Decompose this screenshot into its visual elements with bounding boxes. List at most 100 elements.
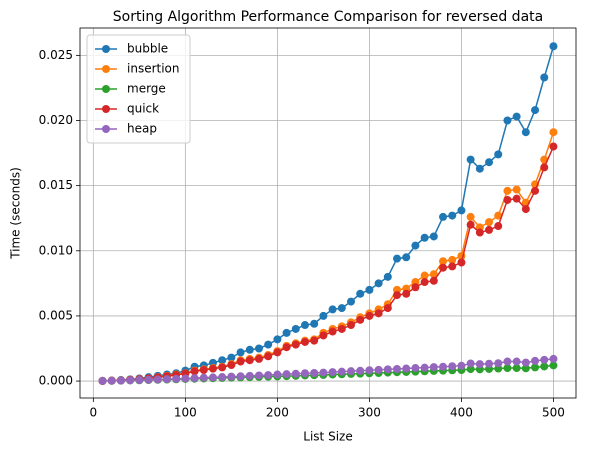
data-point [503, 364, 512, 373]
data-point [494, 211, 503, 220]
data-point [549, 361, 558, 370]
data-point [429, 232, 438, 241]
legend-label: merge [127, 82, 166, 96]
data-point [319, 311, 328, 320]
data-point [254, 371, 263, 380]
data-point [457, 206, 466, 215]
data-point [144, 375, 153, 384]
data-point [521, 364, 530, 373]
legend-label: insertion [127, 62, 180, 76]
data-point [448, 211, 457, 220]
data-point [466, 359, 475, 368]
data-point [208, 373, 217, 382]
data-point [494, 150, 503, 159]
data-point [448, 362, 457, 371]
data-point [457, 258, 466, 267]
data-point [521, 128, 530, 137]
legend-marker [102, 45, 110, 53]
data-point [448, 262, 457, 271]
legend-label: bubble [127, 42, 168, 56]
legend-box [86, 34, 191, 144]
data-point [503, 186, 512, 195]
data-point [254, 354, 263, 363]
x-axis-label: List Size [303, 430, 352, 444]
data-point [208, 364, 217, 373]
data-point [236, 357, 245, 366]
data-point [328, 368, 337, 377]
data-point [540, 73, 549, 82]
data-point [466, 212, 475, 221]
legend-marker [102, 105, 110, 113]
data-point [218, 363, 227, 372]
x-tick-label: 500 [542, 406, 565, 420]
data-point [466, 365, 475, 374]
data-point [531, 186, 540, 195]
data-point [356, 315, 365, 324]
y-tick-label: 0.000 [39, 374, 73, 388]
data-point [300, 369, 309, 378]
data-point [512, 194, 521, 203]
data-point [218, 356, 227, 365]
data-point [448, 255, 457, 264]
data-point [356, 366, 365, 375]
y-tick-label: 0.015 [39, 178, 73, 192]
data-point [218, 373, 227, 382]
data-point [199, 365, 208, 374]
data-point [172, 374, 181, 383]
y-tick-label: 0.010 [39, 243, 73, 257]
data-point [420, 271, 429, 280]
legend-marker [102, 85, 110, 93]
data-point [540, 362, 549, 371]
data-point [291, 369, 300, 378]
data-point [494, 359, 503, 368]
data-point [439, 263, 448, 272]
data-point [402, 289, 411, 298]
y-tick-label: 0.005 [39, 308, 73, 322]
data-point [300, 337, 309, 346]
data-point [273, 335, 282, 344]
data-point [549, 354, 558, 363]
data-point [420, 278, 429, 287]
data-point [521, 205, 530, 214]
data-point [337, 324, 346, 333]
data-point [512, 185, 521, 194]
data-point [512, 364, 521, 373]
data-point [512, 112, 521, 121]
plot-frame [79, 27, 577, 399]
data-point [328, 327, 337, 336]
legend-label: heap [127, 122, 157, 136]
data-point [236, 372, 245, 381]
data-point [337, 304, 346, 313]
data-point [383, 272, 392, 281]
data-point [494, 222, 503, 231]
data-point [549, 128, 558, 137]
data-point [383, 304, 392, 313]
data-point [540, 355, 549, 364]
data-point [264, 340, 273, 349]
data-point [411, 283, 420, 292]
data-point [439, 362, 448, 371]
data-point [503, 116, 512, 125]
data-point [402, 364, 411, 373]
data-point [420, 233, 429, 242]
data-point [531, 356, 540, 365]
data-point [512, 357, 521, 366]
data-point [374, 279, 383, 288]
data-point [282, 343, 291, 352]
data-point [190, 367, 199, 376]
legend: bubble insertion merge quick heap [86, 34, 191, 144]
data-point [429, 270, 438, 279]
data-point [199, 373, 208, 382]
data-point [365, 285, 374, 294]
y-axis-label: Time (seconds) [9, 167, 23, 260]
data-point [347, 321, 356, 330]
data-point [429, 276, 438, 285]
data-point [540, 163, 549, 172]
data-point [439, 257, 448, 266]
data-point [310, 368, 319, 377]
data-point [107, 376, 116, 385]
data-point [466, 220, 475, 229]
data-point [181, 374, 190, 383]
data-point [245, 345, 254, 354]
